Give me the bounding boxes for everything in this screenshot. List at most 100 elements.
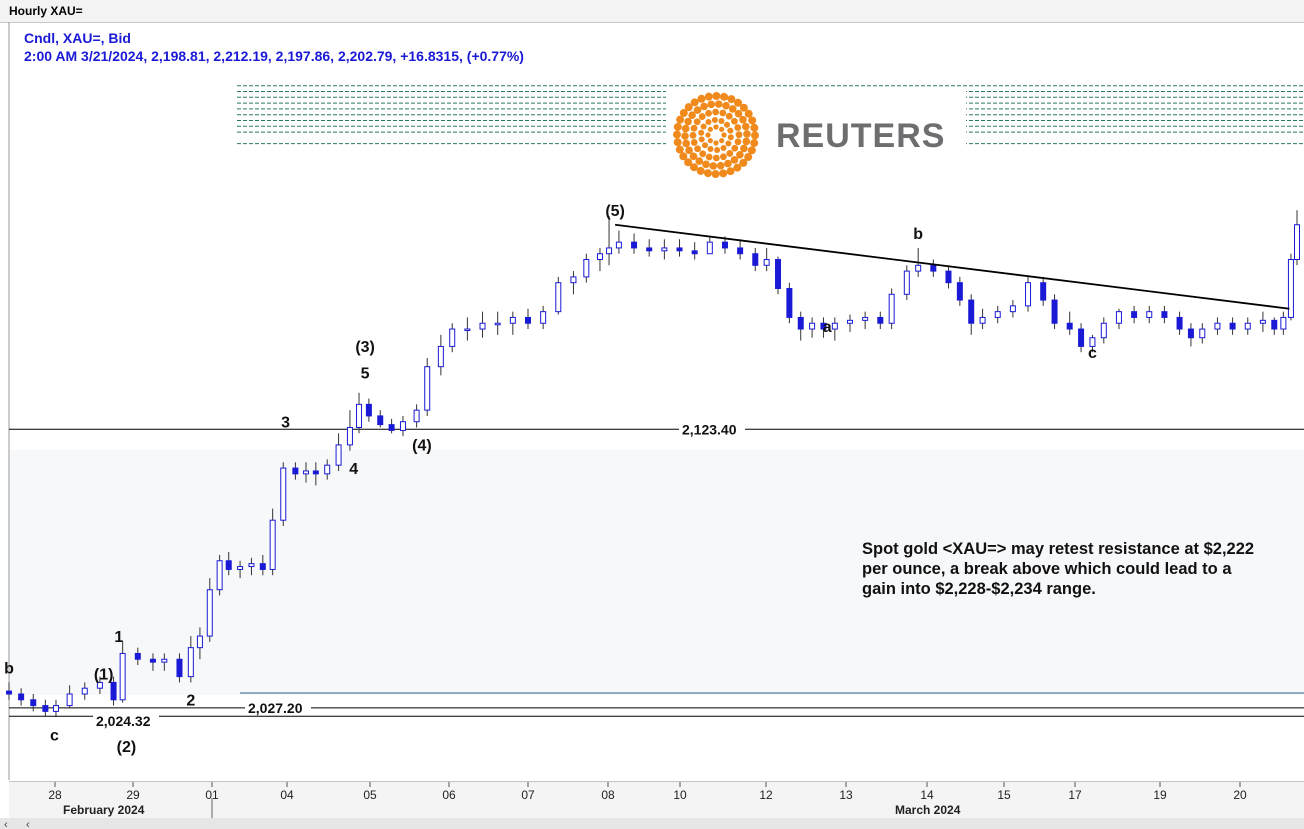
candle-body	[606, 247, 613, 255]
logo-dot	[739, 115, 747, 124]
note-line-3: gain into $2,228-$2,234 range.	[862, 580, 1096, 598]
candle-body	[1146, 311, 1153, 318]
candle-body	[721, 241, 728, 249]
candle-body	[1078, 328, 1085, 347]
candle-body	[52, 705, 59, 712]
logo-dot	[722, 101, 730, 110]
logo-dot	[723, 121, 730, 128]
candle-body	[691, 250, 698, 255]
horizontal-scrollbar[interactable]	[0, 818, 1304, 829]
candle-body	[216, 560, 223, 591]
wave-label: c	[50, 727, 59, 744]
candle-body	[596, 253, 603, 261]
candle-body	[119, 652, 126, 701]
candle-body	[570, 276, 577, 284]
logo-dot	[734, 109, 743, 118]
logo-dot	[725, 140, 732, 147]
window-title-bar: Hourly XAU=	[0, 0, 1304, 23]
candle-body	[786, 287, 793, 318]
logo-dot	[684, 117, 692, 126]
candle-body	[646, 247, 653, 252]
logo-dot	[713, 124, 719, 130]
logo-dot	[693, 106, 702, 114]
logo-dot	[673, 138, 682, 147]
candle-body	[555, 282, 562, 313]
logo-dot	[689, 163, 698, 172]
candle-body	[346, 427, 353, 446]
candle-body	[945, 270, 952, 284]
candle-body	[464, 328, 471, 332]
logo-dot	[727, 134, 734, 141]
candle-body	[1051, 299, 1058, 324]
logo-dot	[739, 103, 748, 112]
level-label-bg	[93, 713, 159, 730]
wave-label: (2)	[117, 739, 137, 756]
candle-body	[437, 345, 444, 368]
candle-body	[259, 563, 266, 570]
candle-body	[1199, 328, 1206, 339]
candle-body	[312, 470, 319, 475]
logo-dot	[730, 156, 739, 164]
wave-label: (1)	[94, 667, 114, 684]
scroll-left-arrow-icon[interactable]: ‹	[4, 819, 8, 829]
x-month-feb: February 2024	[63, 803, 145, 817]
logo-dot	[705, 119, 712, 126]
logo-dot	[684, 158, 693, 167]
price-chart[interactable]: REUTERS 2,123.40 2,027.20 2,024.32 b c (1) 1 (…	[0, 22, 1304, 829]
x-tick-label: 12	[759, 788, 773, 802]
logo-dot	[719, 109, 727, 117]
scroll-left-arrow-icon-2[interactable]: ‹	[26, 819, 30, 829]
wave-label: (4)	[412, 438, 432, 455]
logo-dot	[733, 163, 742, 172]
candle-body	[583, 259, 590, 278]
candle-body	[763, 259, 770, 266]
candle-body	[752, 253, 759, 266]
logo-dot	[707, 100, 716, 109]
logo-dot	[744, 153, 753, 162]
candle-body	[1009, 305, 1016, 313]
candle-body	[424, 366, 431, 411]
logo-dot	[739, 158, 748, 167]
candle-body	[356, 403, 363, 429]
candle-body	[888, 293, 895, 324]
candle-body	[1214, 322, 1221, 330]
logo-dot	[676, 115, 685, 124]
x-month-mar: March 2024	[895, 803, 961, 817]
x-tick-label: 04	[280, 788, 294, 802]
candle-body	[540, 311, 547, 324]
candle-body	[1280, 316, 1287, 330]
candle-body	[1271, 319, 1278, 330]
logo-dot	[698, 113, 706, 120]
candle-body	[96, 681, 103, 689]
logo-dot	[724, 159, 732, 168]
candle-body	[1040, 282, 1047, 301]
wave-label: 3	[281, 415, 290, 432]
candle-body	[81, 687, 88, 695]
logo-dot	[694, 145, 701, 153]
wave-label: 1	[114, 629, 123, 646]
logo-dot	[688, 111, 696, 120]
logo-dot	[709, 162, 718, 170]
candle-body	[930, 264, 937, 272]
logo-dot	[711, 117, 718, 124]
logo-dot	[731, 144, 739, 152]
logo-dot	[704, 92, 713, 101]
logo-dot	[696, 166, 705, 175]
candle-body	[846, 319, 853, 324]
logo-dot	[675, 145, 684, 154]
candle-body	[1089, 337, 1096, 347]
candle-body	[1161, 311, 1168, 318]
logo-dot	[731, 117, 738, 125]
logo-dot	[742, 137, 751, 146]
logo-dot	[690, 98, 699, 107]
logo-dot	[682, 139, 690, 148]
logo-dot	[712, 154, 720, 162]
logo-dot	[719, 169, 728, 178]
level-label: 2,024.32	[96, 713, 151, 729]
logo-dot	[726, 150, 734, 157]
candle-body	[615, 241, 622, 249]
candle-body	[66, 693, 73, 707]
logo-dot	[707, 126, 713, 132]
logo-dot	[712, 108, 720, 116]
candle-body	[302, 470, 309, 475]
